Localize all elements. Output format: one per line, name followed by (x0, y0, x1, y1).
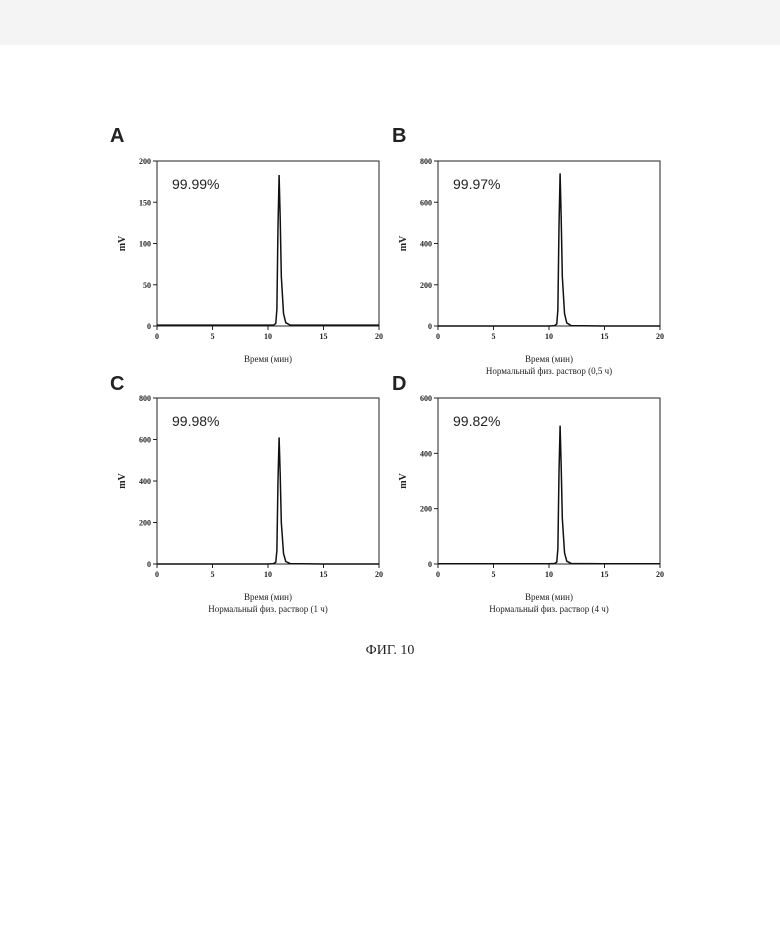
purity-annotation: 99.99% (172, 176, 219, 192)
x-axis-label: Время (мин) (244, 354, 292, 364)
y-tick-label: 800 (139, 394, 151, 403)
panel-label: B (392, 125, 406, 147)
x-tick-label: 0 (155, 332, 159, 341)
x-tick-label: 15 (320, 570, 328, 579)
y-tick-label: 400 (420, 240, 432, 249)
chromatogram-line (157, 175, 379, 325)
subtitle: Нормальный физ. раствор (0,5 ч) (486, 366, 612, 376)
y-tick-label: 400 (420, 449, 432, 458)
y-tick-label: 600 (420, 394, 432, 403)
page: ФИГ. 10 A99.99%mVВремя (мин)051015200501… (0, 0, 780, 937)
x-tick-label: 10 (545, 570, 553, 579)
y-tick-label: 0 (428, 560, 432, 569)
top-band (0, 0, 780, 45)
x-tick-label: 20 (375, 570, 383, 579)
x-tick-label: 0 (436, 332, 440, 341)
y-tick-label: 0 (428, 322, 432, 331)
x-tick-label: 5 (211, 570, 215, 579)
x-axis-label: Время (мин) (525, 354, 573, 364)
y-tick-label: 50 (143, 281, 151, 290)
y-tick-label: 200 (420, 505, 432, 514)
y-axis-label: mV (117, 472, 128, 488)
x-tick-label: 10 (545, 332, 553, 341)
y-axis-label: mV (117, 235, 128, 251)
subtitle: Нормальный физ. раствор (4 ч) (489, 604, 608, 614)
x-tick-label: 20 (656, 570, 664, 579)
y-tick-label: 150 (139, 198, 151, 207)
chromatogram-line (438, 173, 660, 326)
chromatogram-line (438, 426, 660, 564)
purity-annotation: 99.82% (453, 413, 500, 429)
figure: ФИГ. 10 A99.99%mVВремя (мин)051015200501… (0, 0, 780, 937)
figure-caption: ФИГ. 10 (366, 643, 415, 658)
y-axis-label: mV (398, 472, 409, 488)
y-tick-label: 0 (147, 560, 151, 569)
x-tick-label: 5 (492, 332, 496, 341)
x-tick-label: 15 (601, 570, 609, 579)
subtitle: Нормальный физ. раствор (1 ч) (208, 604, 327, 614)
purity-annotation: 99.97% (453, 176, 500, 192)
y-tick-label: 200 (420, 281, 432, 290)
chromatogram-line (157, 437, 379, 564)
panel-label: C (110, 373, 124, 395)
x-tick-label: 0 (155, 570, 159, 579)
panel-label: D (392, 373, 406, 395)
panel-label: A (110, 125, 124, 147)
y-tick-label: 400 (139, 477, 151, 486)
y-axis-label: mV (398, 235, 409, 251)
y-tick-label: 600 (420, 198, 432, 207)
y-tick-label: 200 (139, 157, 151, 166)
x-tick-label: 10 (264, 332, 272, 341)
x-tick-label: 0 (436, 570, 440, 579)
x-tick-label: 15 (320, 332, 328, 341)
y-tick-label: 600 (139, 436, 151, 445)
y-tick-label: 0 (147, 322, 151, 331)
x-axis-label: Время (мин) (525, 592, 573, 602)
x-tick-label: 5 (211, 332, 215, 341)
y-tick-label: 800 (420, 157, 432, 166)
y-tick-label: 100 (139, 240, 151, 249)
x-tick-label: 10 (264, 570, 272, 579)
x-tick-label: 15 (601, 332, 609, 341)
purity-annotation: 99.98% (172, 413, 219, 429)
y-tick-label: 200 (139, 519, 151, 528)
x-tick-label: 20 (375, 332, 383, 341)
x-tick-label: 5 (492, 570, 496, 579)
x-axis-label: Время (мин) (244, 592, 292, 602)
x-tick-label: 20 (656, 332, 664, 341)
